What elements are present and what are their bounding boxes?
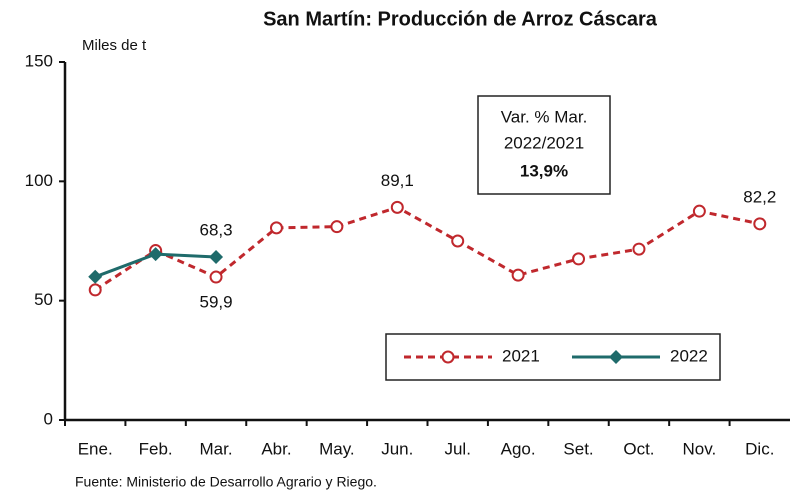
y-axis-label: Miles de t [82,37,147,54]
y-tick-label: 100 [25,171,53,190]
chart-title: San Martín: Producción de Arroz Cáscara [263,8,658,30]
point [451,234,465,248]
x-tick-label: Dic. [745,439,774,458]
point [209,249,224,264]
x-tick-label: Jul. [444,439,470,458]
annotation-line: Var. % Mar. [501,107,588,126]
point [148,247,163,262]
data-label: 82,2 [743,187,776,206]
legend-label: 2021 [502,346,540,365]
x-tick-label: Feb. [139,439,173,458]
x-tick-label: Set. [563,439,593,458]
point [632,242,646,256]
x-tick-label: Oct. [623,439,654,458]
data-label: 89,1 [381,171,414,190]
legend-label: 2022 [670,346,708,365]
annotation-box [477,95,611,195]
point [269,221,283,235]
point [88,269,103,284]
point [692,204,706,218]
point [511,268,525,282]
y-tick-label: 50 [34,290,53,309]
series-line [94,205,761,292]
point [209,270,223,284]
source: Fuente: Ministerio de Desarrollo Agrario… [75,474,377,490]
point [390,200,404,214]
annotation-line: 13,9% [520,161,568,180]
annotation-line: 2022/2021 [504,133,584,152]
y-tick-label: 150 [25,51,53,70]
x-tick-label: Abr. [261,439,291,458]
legend-marker [609,350,623,364]
data-label: 59,9 [199,293,232,312]
x-tick-label: May. [319,439,355,458]
x-tick-label: Ene. [78,439,113,458]
point [88,283,102,297]
legend-marker [441,350,455,364]
x-tick-label: Mar. [200,439,233,458]
x-tick-label: Jun. [381,439,413,458]
point [330,220,344,234]
point [572,252,586,266]
point [753,217,767,231]
data-label: 68,3 [199,220,232,239]
y-tick-label: 0 [44,409,53,428]
x-tick-label: Ago. [501,439,536,458]
x-tick-label: Nov. [683,439,717,458]
